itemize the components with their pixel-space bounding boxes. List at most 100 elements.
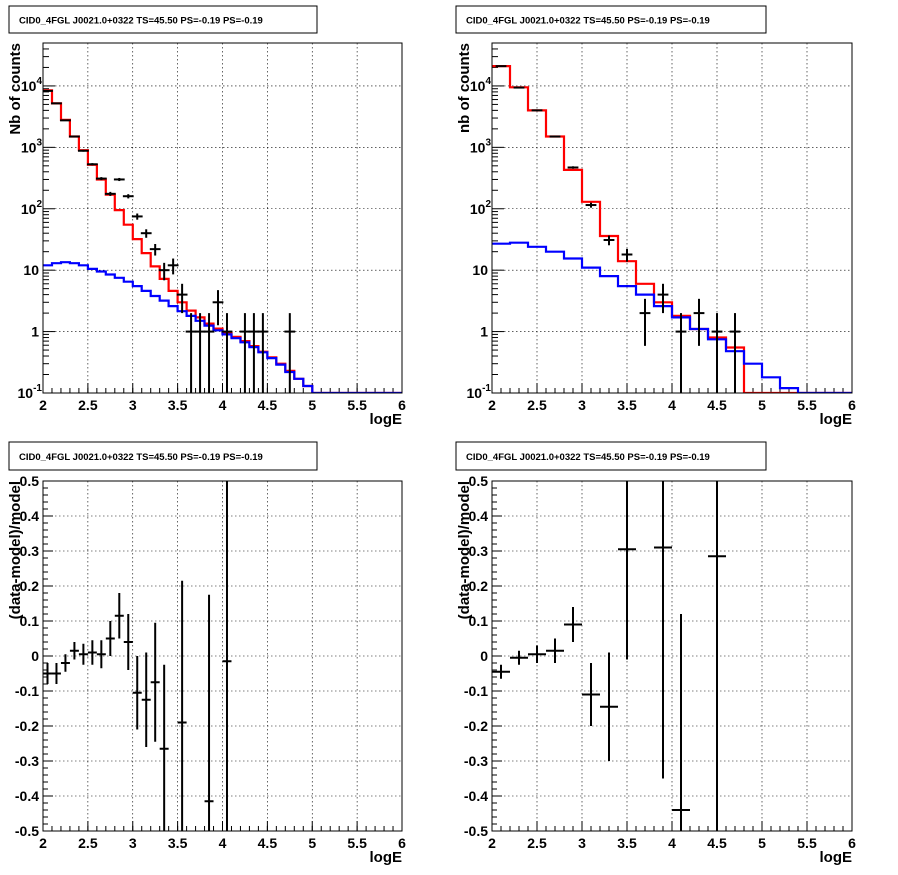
y-tick-exponent: 2 bbox=[485, 199, 491, 210]
y-tick-base: 10 bbox=[470, 201, 486, 217]
y-tick-label: -0.2 bbox=[15, 718, 39, 734]
x-tick-label: 3 bbox=[129, 397, 137, 413]
plot-area bbox=[492, 481, 726, 831]
data-point bbox=[603, 235, 615, 246]
y-tick-label: 103 bbox=[21, 137, 43, 155]
data-point bbox=[582, 663, 600, 726]
x-tick-label: 2.5 bbox=[527, 397, 547, 413]
y-tick-label: 102 bbox=[21, 199, 43, 217]
data-point bbox=[185, 313, 197, 393]
data-point bbox=[257, 313, 269, 393]
y-tick-exponent: 2 bbox=[36, 199, 42, 210]
y-tick-exponent: 4 bbox=[485, 76, 491, 87]
y-tick-label: 0 bbox=[31, 648, 39, 664]
x-tick-label: 3 bbox=[578, 835, 586, 851]
y-tick-base: 10 bbox=[18, 385, 34, 401]
plot-frame bbox=[491, 42, 853, 394]
y-tick-label: -0.2 bbox=[464, 718, 488, 734]
data-point bbox=[86, 163, 98, 166]
histogram-model-component bbox=[492, 241, 852, 393]
data-point bbox=[43, 663, 52, 684]
x-tick-label: 3.5 bbox=[617, 397, 637, 413]
y-tick-label: 0.2 bbox=[469, 578, 489, 594]
y-tick-base: 10 bbox=[472, 262, 488, 278]
data-point bbox=[113, 177, 125, 182]
plot-frame bbox=[42, 480, 403, 832]
data-point bbox=[513, 86, 525, 89]
panel-bottom-right: CID0_4FGL J0021.0+0322 TS=45.50 PS=-0.19… bbox=[455, 441, 856, 866]
y-tick-base: 1 bbox=[480, 324, 488, 340]
y-tick-label: 10 bbox=[472, 262, 488, 278]
y-tick-base: 10 bbox=[21, 78, 37, 94]
data-point bbox=[158, 262, 170, 281]
data-point bbox=[657, 283, 669, 314]
data-point bbox=[510, 650, 528, 665]
data-point bbox=[122, 194, 134, 199]
x-tick-label: 4 bbox=[219, 397, 227, 413]
y-tick-label: 0.3 bbox=[20, 543, 40, 559]
x-tick-label: 4.5 bbox=[258, 835, 278, 851]
x-tick-label: 5.5 bbox=[347, 835, 367, 851]
y-tick-label: 10-1 bbox=[467, 383, 492, 401]
data-point bbox=[203, 313, 215, 393]
x-tick-label: 3 bbox=[578, 397, 586, 413]
y-tick-label: 0.1 bbox=[20, 613, 40, 629]
y-tick-label: 0.4 bbox=[20, 508, 40, 524]
y-tick-label: 103 bbox=[470, 137, 492, 155]
data-point bbox=[159, 664, 169, 831]
panel-title: CID0_4FGL J0021.0+0322 TS=45.50 PS=-0.19… bbox=[19, 452, 263, 463]
data-point bbox=[104, 191, 116, 196]
data-point bbox=[51, 102, 62, 105]
title-box bbox=[8, 5, 318, 34]
x-tick-label: 6 bbox=[398, 835, 406, 851]
x-tick-label: 3.5 bbox=[168, 835, 188, 851]
plot-area bbox=[43, 89, 402, 393]
data-point bbox=[150, 622, 160, 742]
x-tick-label: 3.5 bbox=[617, 835, 637, 851]
data-point bbox=[708, 481, 726, 831]
x-tick-label: 2.5 bbox=[527, 835, 547, 851]
panel-top-right: CID0_4FGL J0021.0+0322 TS=45.50 PS=-0.19… bbox=[455, 5, 856, 428]
x-tick-label: 4 bbox=[668, 397, 676, 413]
data-point bbox=[167, 258, 179, 275]
data-point bbox=[43, 89, 53, 92]
y-tick-label: -0.3 bbox=[15, 753, 39, 769]
x-tick-label: 5 bbox=[308, 835, 316, 851]
y-tick-exponent: 3 bbox=[36, 137, 42, 148]
panel-title: CID0_4FGL J0021.0+0322 TS=45.50 PS=-0.19… bbox=[466, 16, 710, 27]
y-tick-base: 1 bbox=[31, 324, 39, 340]
y-tick-label: 104 bbox=[21, 76, 43, 94]
y-tick-label: 10-1 bbox=[18, 383, 43, 401]
panel-bottom-left: CID0_4FGL J0021.0+0322 TS=45.50 PS=-0.19… bbox=[7, 441, 406, 866]
histogram-model-total bbox=[492, 65, 852, 393]
y-tick-label: 104 bbox=[470, 76, 492, 94]
data-point bbox=[672, 614, 690, 831]
data-point bbox=[140, 229, 152, 238]
y-tick-label: 0.1 bbox=[469, 613, 489, 629]
y-axis-label: nb of counts bbox=[456, 43, 473, 133]
data-point bbox=[222, 481, 232, 831]
data-point bbox=[600, 652, 618, 761]
data-point bbox=[531, 109, 543, 112]
data-point bbox=[675, 313, 687, 393]
y-tick-label: 0.2 bbox=[20, 578, 40, 594]
data-point bbox=[618, 481, 636, 660]
y-tick-label: -0.5 bbox=[464, 823, 488, 839]
y-tick-label: 1 bbox=[31, 324, 39, 340]
panel-top-left: CID0_4FGL J0021.0+0322 TS=45.50 PS=-0.19… bbox=[7, 5, 406, 428]
x-axis-label: logE bbox=[820, 411, 853, 428]
x-tick-label: 3.5 bbox=[168, 397, 188, 413]
data-point bbox=[149, 243, 161, 256]
data-point bbox=[528, 645, 546, 663]
data-point bbox=[239, 313, 251, 393]
data-point bbox=[96, 640, 106, 669]
x-tick-label: 4.5 bbox=[258, 397, 278, 413]
x-tick-label: 4 bbox=[219, 835, 227, 851]
title-box bbox=[8, 441, 318, 471]
x-tick-label: 4 bbox=[668, 835, 676, 851]
x-axis-label: logE bbox=[370, 411, 403, 428]
plot-area bbox=[43, 481, 232, 831]
y-tick-label: -0.5 bbox=[15, 823, 39, 839]
y-tick-label: 102 bbox=[470, 199, 492, 217]
